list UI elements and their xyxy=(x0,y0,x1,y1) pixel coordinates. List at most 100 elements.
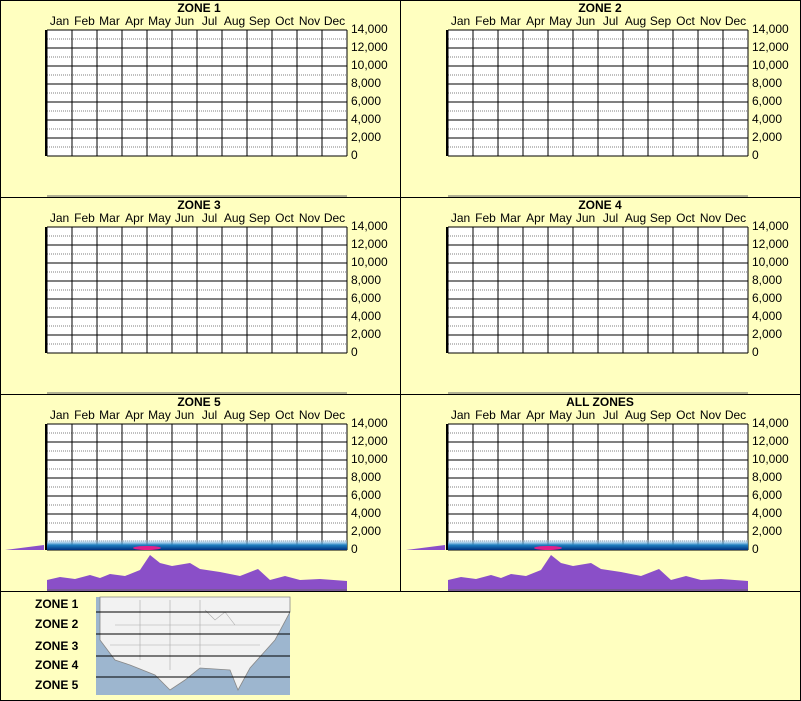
legend-label: ZONE 4 xyxy=(35,658,79,672)
y-tick-label: 0 xyxy=(752,542,759,556)
x-tick-label: May xyxy=(549,408,572,422)
y-tick-label: 6,000 xyxy=(351,291,381,305)
x-tick-label: Apr xyxy=(526,408,545,422)
y-tick-label: 2,000 xyxy=(752,327,782,341)
x-tick-label: Feb xyxy=(475,211,496,225)
x-tick-label: Dec xyxy=(725,408,746,422)
x-tick-label: Oct xyxy=(275,211,294,225)
y-tick-label: 10,000 xyxy=(752,452,789,466)
x-tick-label: Jan xyxy=(50,14,69,28)
x-tick-label: Oct xyxy=(275,408,294,422)
x-tick-label: Mar xyxy=(500,408,521,422)
x-tick-label: Jan xyxy=(451,408,470,422)
x-tick-label: May xyxy=(148,408,171,422)
x-tick-label: May xyxy=(148,14,171,28)
y-tick-label: 2,000 xyxy=(752,130,782,144)
x-tick-label: Dec xyxy=(725,14,746,28)
panel-borders xyxy=(0,0,801,592)
y-tick-label: 6,000 xyxy=(351,94,381,108)
y-tick-label: 8,000 xyxy=(351,76,381,90)
x-tick-label: Jul xyxy=(202,211,217,225)
y-tick-label: 12,000 xyxy=(351,237,388,251)
y-tick-label: 14,000 xyxy=(752,416,789,430)
x-tick-label: Dec xyxy=(324,14,345,28)
x-tick-label: Jan xyxy=(50,408,69,422)
x-tick-label: Sep xyxy=(249,14,271,28)
x-tick-label: Feb xyxy=(74,211,95,225)
legend-label: ZONE 3 xyxy=(35,639,79,653)
legend-label: ZONE 2 xyxy=(35,617,79,631)
x-tick-label: May xyxy=(549,211,572,225)
legend-label: ZONE 5 xyxy=(35,678,79,692)
x-tick-label: Dec xyxy=(725,211,746,225)
x-tick-label: Aug xyxy=(224,211,245,225)
x-tick-label: Jan xyxy=(50,211,69,225)
y-tick-label: 4,000 xyxy=(752,309,782,323)
x-tick-label: Sep xyxy=(650,211,672,225)
x-tick-label: Sep xyxy=(650,408,672,422)
y-tick-label: 10,000 xyxy=(752,255,789,269)
x-tick-label: May xyxy=(148,211,171,225)
x-tick-label: Apr xyxy=(526,211,545,225)
x-tick-label: Jun xyxy=(576,14,595,28)
x-tick-label: Jul xyxy=(202,408,217,422)
y-tick-label: 8,000 xyxy=(351,470,381,484)
y-tick-label: 0 xyxy=(351,148,358,162)
x-tick-label: Apr xyxy=(526,14,545,28)
y-tick-label: 12,000 xyxy=(351,434,388,448)
x-tick-label: Feb xyxy=(74,14,95,28)
x-tick-label: Oct xyxy=(676,14,695,28)
y-tick-label: 4,000 xyxy=(351,112,381,126)
x-tick-label: Aug xyxy=(625,14,646,28)
legend-label: ZONE 1 xyxy=(35,597,79,611)
profile-area xyxy=(47,555,347,591)
profile-area xyxy=(448,555,748,591)
y-tick-label: 8,000 xyxy=(752,470,782,484)
x-tick-label: Apr xyxy=(125,408,144,422)
y-tick-label: 6,000 xyxy=(351,488,381,502)
y-tick-label: 14,000 xyxy=(351,416,388,430)
x-tick-label: Nov xyxy=(299,211,320,225)
x-tick-label: Mar xyxy=(500,14,521,28)
y-tick-label: 10,000 xyxy=(752,58,789,72)
x-tick-label: Jan xyxy=(451,14,470,28)
y-tick-label: 0 xyxy=(351,542,358,556)
heat-spot xyxy=(534,546,562,550)
x-tick-label: Oct xyxy=(676,408,695,422)
x-tick-label: Oct xyxy=(676,211,695,225)
x-tick-label: Apr xyxy=(125,211,144,225)
x-tick-label: Feb xyxy=(74,408,95,422)
x-tick-label: Sep xyxy=(650,14,672,28)
x-tick-label: Jun xyxy=(175,14,194,28)
x-tick-label: Mar xyxy=(99,14,120,28)
chart-title: ZONE 5 xyxy=(177,395,221,409)
x-tick-label: Jul xyxy=(603,211,618,225)
y-tick-label: 10,000 xyxy=(351,452,388,466)
x-tick-label: Aug xyxy=(625,211,646,225)
y-tick-label: 6,000 xyxy=(752,94,782,108)
x-tick-label: Jul xyxy=(202,14,217,28)
x-tick-label: Aug xyxy=(625,408,646,422)
y-tick-label: 14,000 xyxy=(752,219,789,233)
x-tick-label: Nov xyxy=(299,14,320,28)
x-tick-label: Apr xyxy=(125,14,144,28)
heat-spot xyxy=(133,546,161,550)
y-tick-label: 0 xyxy=(351,345,358,359)
y-tick-label: 8,000 xyxy=(752,273,782,287)
profile-wedge xyxy=(406,545,445,550)
y-tick-label: 12,000 xyxy=(752,434,789,448)
chart-title: ZONE 3 xyxy=(177,198,221,212)
x-tick-label: Sep xyxy=(249,408,271,422)
zone-legend: ZONE 1 ZONE 2 ZONE 3 ZONE 4 ZONE 5 xyxy=(35,597,79,692)
x-tick-label: Sep xyxy=(249,211,271,225)
x-tick-label: Jul xyxy=(603,408,618,422)
x-tick-label: Aug xyxy=(224,14,245,28)
x-tick-label: Dec xyxy=(324,211,345,225)
x-tick-label: Nov xyxy=(700,408,721,422)
y-tick-label: 6,000 xyxy=(752,291,782,305)
x-tick-label: Jul xyxy=(603,14,618,28)
x-tick-label: Jan xyxy=(451,211,470,225)
y-tick-label: 4,000 xyxy=(351,506,381,520)
x-tick-label: Jun xyxy=(175,408,194,422)
y-tick-label: 4,000 xyxy=(752,112,782,126)
